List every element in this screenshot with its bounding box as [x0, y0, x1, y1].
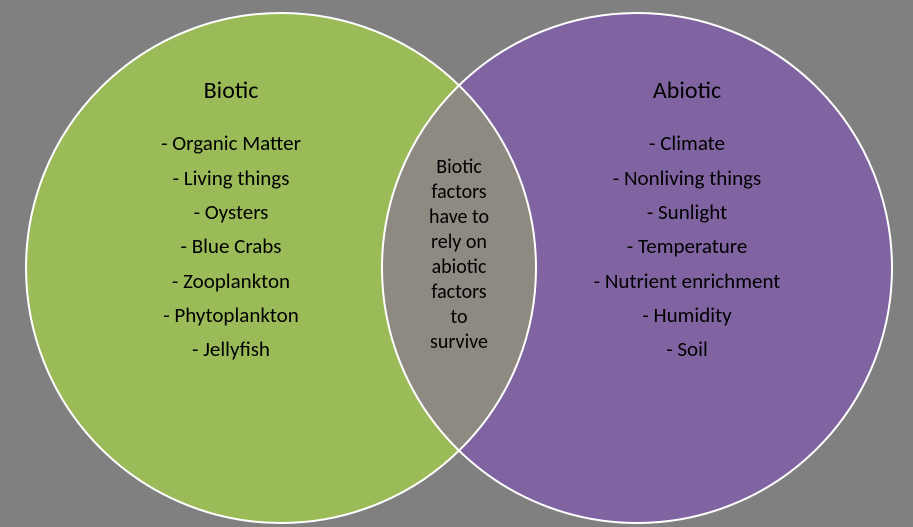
venn-diagram-stage: Biotic - Organic Matter- Living things- … — [0, 0, 913, 527]
right-item: - Temperature — [537, 232, 837, 260]
right-label-block: Abiotic - Climate - Nonliving things - Sun… — [537, 75, 837, 370]
left-item: - Phytoplankton — [81, 301, 381, 329]
left-items: - Organic Matter - Living things - Oysters… — [81, 129, 381, 363]
left-item: - Jellyfish — [81, 335, 381, 363]
right-item: - Soil — [537, 335, 837, 363]
left-item: - Zooplankton — [81, 267, 381, 295]
intersection-line: have to — [404, 205, 514, 230]
intersection-text: Bioticfactorshave torely onabioticfactor… — [404, 155, 514, 355]
intersection-line: to — [404, 305, 514, 330]
left-item: - Blue Crabs — [81, 232, 381, 260]
intersection-line: Biotic — [404, 155, 514, 180]
left-label-block: Biotic - Organic Matter- Living things- … — [81, 75, 381, 370]
left-item: - Organic Matter — [81, 129, 381, 157]
right-item: - Humidity — [537, 301, 837, 329]
left-item: - Living things — [81, 164, 381, 192]
intersection-line: factors — [404, 180, 514, 205]
right-item: - Nonliving things — [537, 164, 837, 192]
right-items: - Climate - Nonliving things - Sunlight - T… — [537, 129, 837, 363]
right-item: - Climate — [537, 129, 837, 157]
left-item: - Oysters — [81, 198, 381, 226]
right-item: - Nutrient enrichment — [537, 267, 837, 295]
right-item: - Sunlight — [537, 198, 837, 226]
intersection-line: rely on — [404, 230, 514, 255]
intersection-line: survive — [404, 330, 514, 355]
intersection-line: abiotic — [404, 255, 514, 280]
right-title: Abiotic — [537, 75, 837, 107]
intersection-line: factors — [404, 280, 514, 305]
left-title: Biotic — [81, 75, 381, 107]
